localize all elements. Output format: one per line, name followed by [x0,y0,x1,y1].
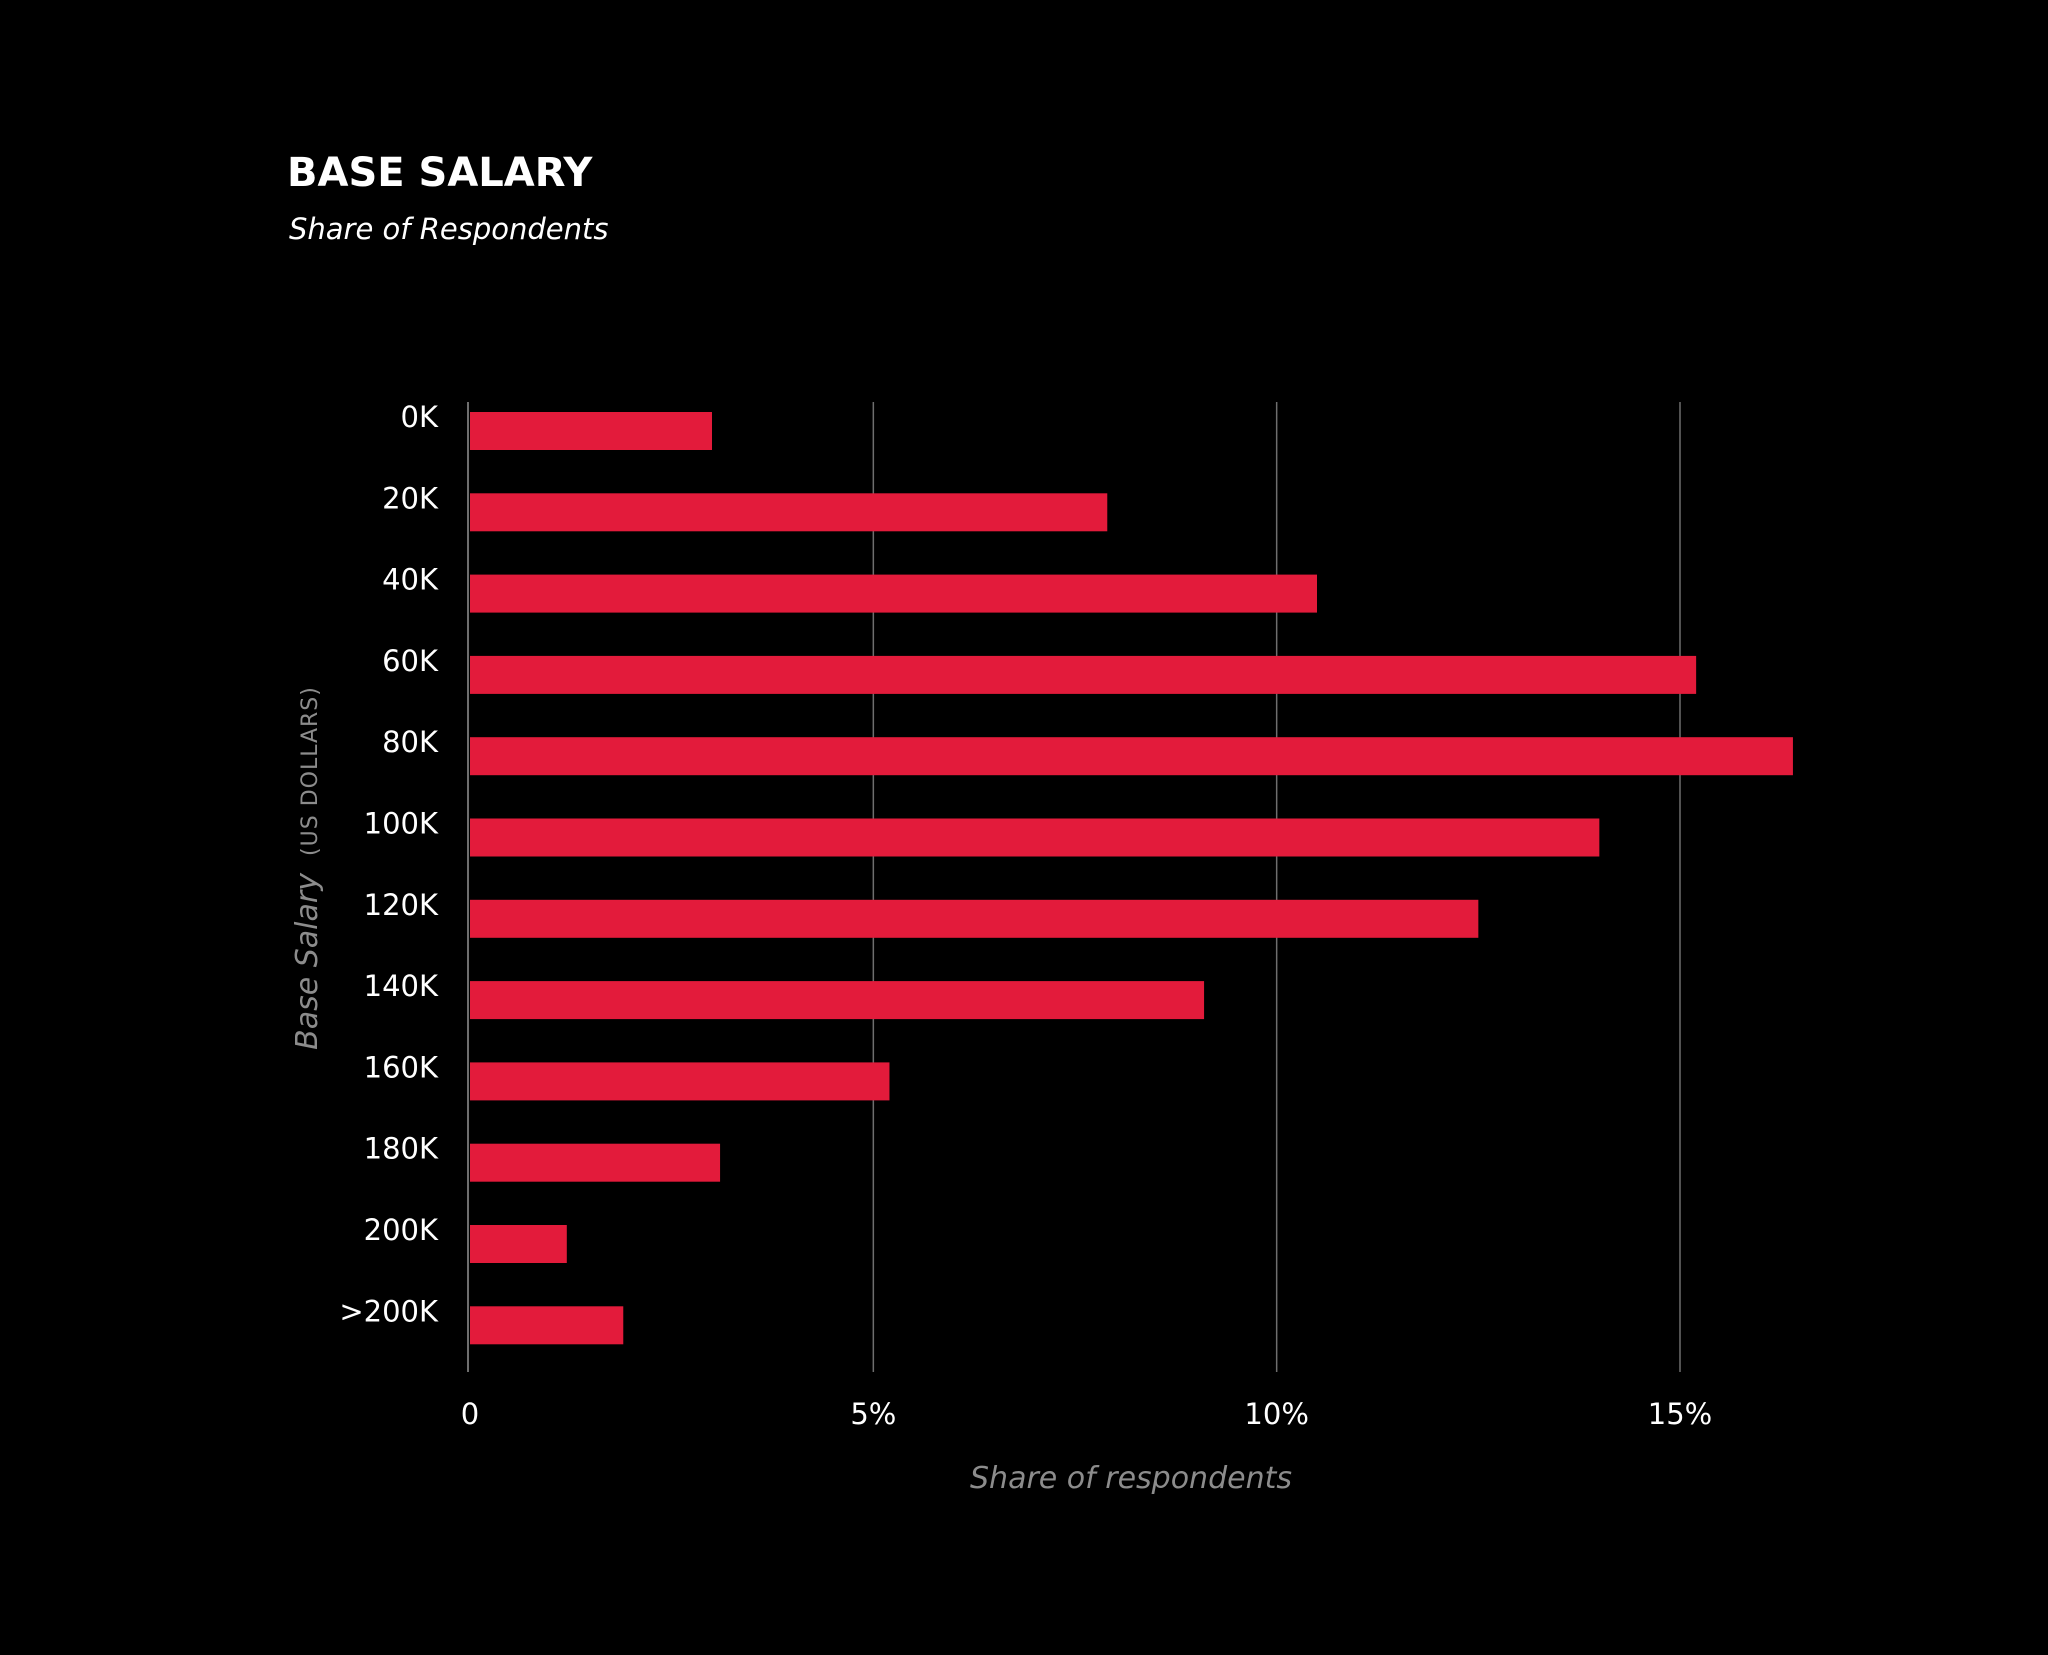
chart-subtitle: Share of Respondents [289,212,608,246]
bar-160K [470,1062,890,1101]
bar-120K [470,899,1479,938]
y-tick-label-0K: 0K [401,400,439,434]
y-tick-label-80K: 80K [382,725,439,759]
bar-40K [470,574,1317,613]
y-tick-label-140K: 140K [364,969,439,1003]
bar-200K [470,1225,567,1263]
y-tick-label-200K: 200K [364,1213,439,1247]
chart-title: BASE SALARY [287,150,593,196]
bar-180K [470,1143,721,1182]
y-axis-label: Base Salary (US DOLLARS) [290,686,325,1050]
bar-60K [470,655,1697,694]
x-tick-label-10%: 10% [1244,1397,1308,1431]
gridlines [872,402,1681,1372]
y-axis-label-unit: (US DOLLARS) [298,686,323,856]
bar-20K [470,493,1108,532]
y-axis-label-group: Base Salary (US DOLLARS) [290,686,325,1050]
bars [470,412,1793,1345]
y-tick-label-100K: 100K [364,807,439,841]
y-tick-label->200K: >200K [339,1294,439,1328]
x-tick-label-0: 0 [461,1397,479,1431]
bar-140K [470,981,1205,1020]
y-tick-label-180K: 180K [364,1132,439,1166]
y-tick-label-120K: 120K [364,888,439,922]
bar->200K [470,1306,624,1345]
y-tick-label-160K: 160K [364,1050,439,1084]
y-tick-label-40K: 40K [382,563,439,597]
y-tick-label-20K: 20K [382,481,439,515]
x-tick-label-15%: 15% [1648,1397,1712,1431]
y-axis-tick-labels: 0K 20K 40K 60K 80K 100K 120K 140K 160K 180K 200K >2… [339,400,439,1328]
x-tick-label-5%: 5% [850,1397,896,1431]
bar-80K [470,737,1793,776]
bar-100K [470,818,1600,857]
y-axis-label-text: Base Salary [290,872,325,1050]
y-tick-label-60K: 60K [382,644,439,678]
x-axis-label: Share of respondents [970,1461,1292,1496]
bar-0K [470,412,712,450]
x-axis-tick-labels: 0 5% 10% 15% [461,1397,1712,1431]
